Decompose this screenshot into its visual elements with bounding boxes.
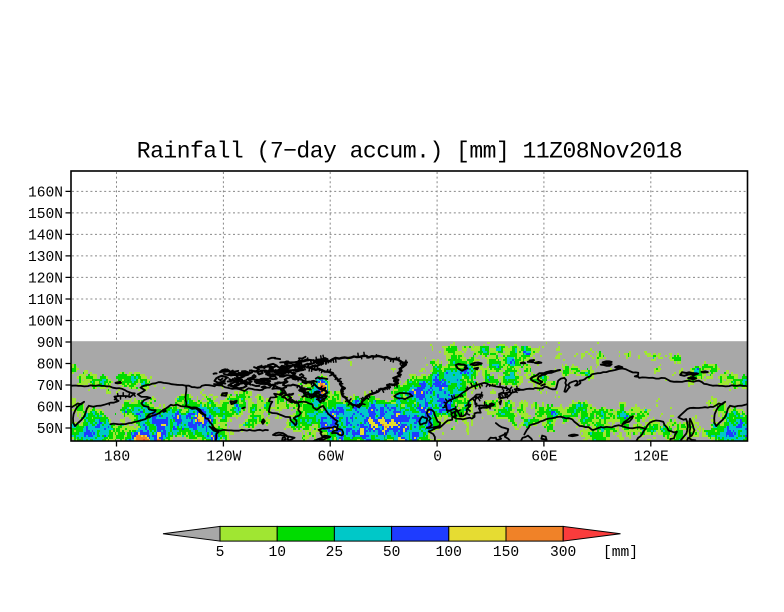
svg-text:120W: 120W bbox=[206, 449, 241, 465]
svg-text:140N: 140N bbox=[28, 228, 63, 244]
svg-text:70N: 70N bbox=[37, 379, 63, 395]
svg-text:120E: 120E bbox=[634, 449, 669, 465]
svg-text:Rainfall (7−day accum.) [mm] 1: Rainfall (7−day accum.) [mm] 11Z08Nov201… bbox=[137, 139, 682, 165]
svg-text:60W: 60W bbox=[318, 449, 345, 465]
svg-text:100: 100 bbox=[436, 545, 462, 561]
svg-text:180: 180 bbox=[104, 449, 130, 465]
svg-text:60E: 60E bbox=[531, 449, 557, 465]
svg-text:50N: 50N bbox=[37, 422, 63, 438]
svg-text:90N: 90N bbox=[37, 336, 63, 352]
svg-text:50: 50 bbox=[383, 545, 401, 561]
svg-text:150: 150 bbox=[493, 545, 519, 561]
svg-text:110N: 110N bbox=[28, 293, 63, 309]
svg-text:130N: 130N bbox=[28, 250, 63, 266]
svg-text:100N: 100N bbox=[28, 315, 63, 331]
svg-text:150N: 150N bbox=[28, 207, 63, 223]
svg-text:60N: 60N bbox=[37, 401, 63, 417]
svg-text:160N: 160N bbox=[28, 185, 63, 201]
svg-text:300: 300 bbox=[550, 545, 576, 561]
svg-text:120N: 120N bbox=[28, 271, 63, 287]
svg-text:80N: 80N bbox=[37, 358, 63, 374]
svg-text:[mm]: [mm] bbox=[603, 545, 638, 561]
svg-text:5: 5 bbox=[216, 545, 225, 561]
svg-text:0: 0 bbox=[433, 449, 442, 465]
svg-text:25: 25 bbox=[326, 545, 344, 561]
svg-text:10: 10 bbox=[268, 545, 286, 561]
